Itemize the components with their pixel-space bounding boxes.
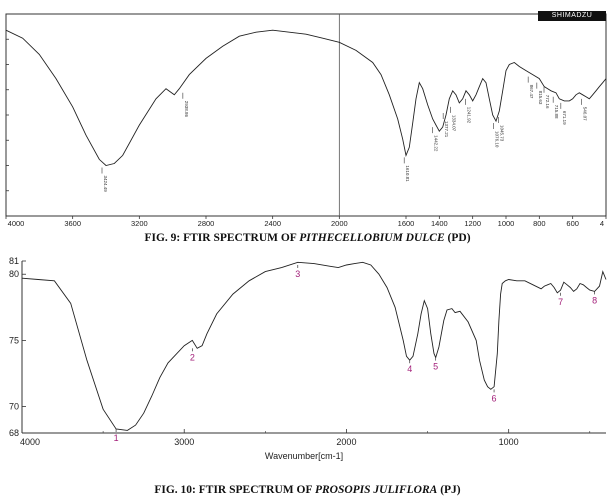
x-tick-label: 3000 [174,437,194,447]
spectrum-trace [21,261,607,431]
x-tick-label: 4000 [8,219,25,228]
x-tick-label: 2800 [198,219,215,228]
x-tick-label: 1200 [464,219,481,228]
x-tick-label: 2000 [331,219,348,228]
figure-9-caption: FIG. 9: FTIR SPECTRUM OF PITHECELLOBIUM … [0,232,615,244]
peak-label: 815.63 [538,91,543,105]
peak-label: 1377.21 [444,121,449,138]
peak-label: 671.19 [562,111,567,125]
peak-label: 1334.07 [451,115,456,132]
x-tick-label: 1400 [431,219,448,228]
y-tick-label: 70 [9,402,19,412]
peak-label: 1610.81 [405,165,410,182]
peak-number-label: 5 [433,362,438,372]
peak-label: 3424.49 [103,176,108,193]
peak-number-label: 2 [190,352,195,362]
x-tick-label: 1600 [398,219,415,228]
y-tick-label: 68 [9,428,19,438]
x-axis-label: Wavenumber[cm-1] [265,451,343,461]
x-tick-label: 4000 [20,437,40,447]
peak-label: 1241.92 [467,107,472,124]
x-tick-label: 1000 [498,219,515,228]
x-tick-label: 1000 [499,437,519,447]
y-tick-label: 75 [9,335,19,345]
peak-label: 546.07 [583,107,588,121]
peak-number-label: 7 [558,297,563,307]
peak-number-label: 6 [492,393,497,403]
ftir-chart-pd: 4000 3600 3200 2800 2400 2000 1600 1200 1400 1000… [0,0,615,230]
peak-label: 1442.22 [433,135,438,152]
x-tick-label: 4 [600,219,604,228]
x-tick-label: 2400 [264,219,281,228]
peak-number-label: 8 [592,295,597,305]
x-tick-label: 3600 [64,219,81,228]
figure-9-caption-suffix: (PD) [444,232,471,244]
x-tick-label: 3200 [131,219,148,228]
figure-10-caption: FIG. 10: FTIR SPECTRUM OF PROSOPIS JULIF… [0,484,615,496]
y-tick-label: 80 [9,269,19,279]
figure-10-caption-suffix: (PJ) [437,484,461,496]
peak-label: 715.88 [554,105,559,119]
figure-9-caption-species: PITHECELLOBIUM DULCE [299,232,445,244]
peak-number-label: 1 [114,433,119,443]
ftir-chart-pj: 81 80 75 70 68 4000 3000 2000 1000 Wavenumber[cm-… [0,255,615,477]
peak-label: 772.16 [545,95,550,109]
peak-label: 2938.86 [184,101,189,118]
figure-9-caption-prefix: FIG. 9: FTIR SPECTRUM OF [144,232,300,244]
x-tick-label: 2000 [336,437,356,447]
figure-10-caption-species: PROSOPIS JULIFLORA [314,484,438,496]
peak-number-label: 3 [295,269,300,279]
peak-label: 1045.73 [500,125,505,142]
figure-10-caption-prefix: FIG. 10: FTIR SPECTRUM OF [154,484,315,496]
x-tick-label: 800 [533,219,546,228]
plot-frame [5,13,607,217]
shimadzu-logo: SHIMADZU [538,11,606,21]
y-tick-label: 81 [9,256,19,266]
spectrum-trace [5,29,607,166]
peak-number-label: 4 [407,364,412,374]
ftir-chart-pd-svg: 4000 3600 3200 2800 2400 2000 1600 1200 1400 1000… [5,13,607,228]
peak-label: 867.47 [529,85,534,99]
peak-label: 1076.10 [494,131,499,148]
x-tick-label: 600 [566,219,579,228]
